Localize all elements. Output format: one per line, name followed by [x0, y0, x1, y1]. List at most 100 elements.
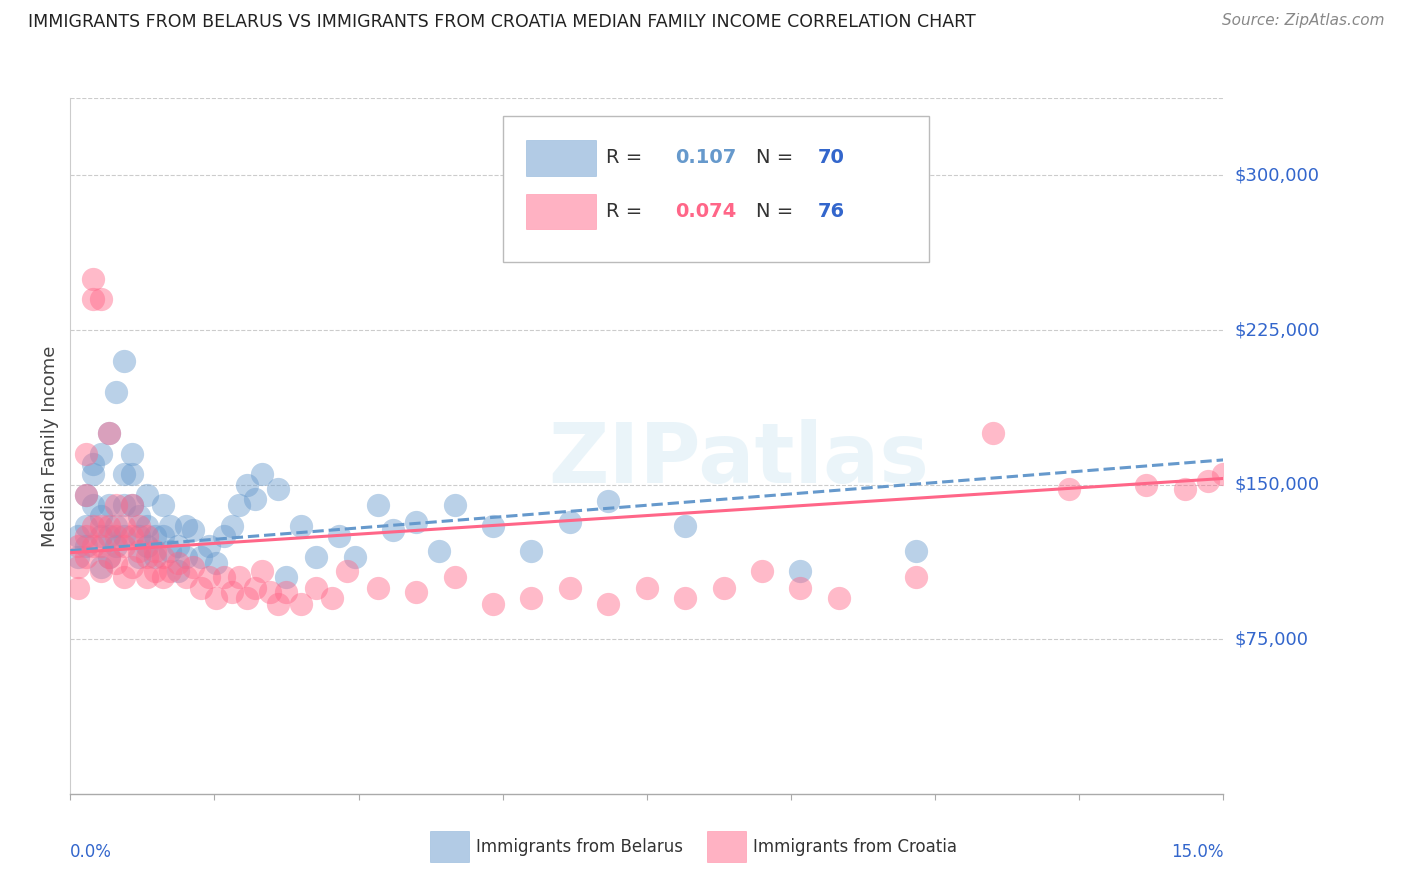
Point	[136, 570, 159, 584]
FancyBboxPatch shape	[707, 831, 747, 862]
Point	[112, 529, 135, 543]
Point	[174, 549, 197, 564]
Point	[75, 488, 97, 502]
Text: Source: ZipAtlas.com: Source: ZipAtlas.com	[1222, 13, 1385, 29]
Point	[159, 519, 181, 533]
Point	[128, 549, 150, 564]
Point	[673, 519, 696, 533]
Text: 0.074: 0.074	[675, 202, 737, 221]
Point	[482, 597, 505, 611]
Point	[105, 540, 128, 554]
Point	[228, 570, 250, 584]
Point	[82, 271, 104, 285]
Point	[152, 570, 174, 584]
Text: $225,000: $225,000	[1234, 321, 1320, 339]
Text: $75,000: $75,000	[1234, 631, 1309, 648]
Point	[75, 549, 97, 564]
Point	[82, 540, 104, 554]
Text: 0.0%: 0.0%	[70, 843, 112, 861]
Point	[90, 560, 112, 574]
Point	[520, 543, 543, 558]
Point	[427, 543, 450, 558]
Point	[243, 492, 266, 507]
Text: R =: R =	[606, 148, 650, 168]
Point	[751, 564, 773, 578]
Text: $150,000: $150,000	[1234, 475, 1319, 493]
Point	[97, 426, 120, 441]
Point	[66, 560, 89, 574]
Point	[105, 384, 128, 399]
Point	[167, 540, 190, 554]
Point	[112, 540, 135, 554]
Point	[190, 549, 212, 564]
Point	[152, 498, 174, 512]
Point	[105, 556, 128, 570]
Point	[236, 477, 259, 491]
Point	[290, 597, 312, 611]
Y-axis label: Median Family Income: Median Family Income	[41, 345, 59, 547]
Point	[636, 581, 658, 595]
Text: 70: 70	[817, 148, 844, 168]
Point	[105, 519, 128, 533]
Point	[1174, 482, 1197, 496]
Point	[243, 581, 266, 595]
Point	[90, 519, 112, 533]
Point	[90, 564, 112, 578]
Text: $300,000: $300,000	[1234, 167, 1319, 185]
FancyBboxPatch shape	[526, 194, 596, 229]
Point	[82, 292, 104, 306]
Point	[236, 591, 259, 605]
Point	[121, 560, 143, 574]
Point	[90, 447, 112, 461]
Point	[75, 540, 97, 554]
Point	[66, 529, 89, 543]
Text: Immigrants from Belarus: Immigrants from Belarus	[477, 838, 683, 856]
Point	[136, 519, 159, 533]
Point	[336, 564, 359, 578]
Point	[105, 498, 128, 512]
Point	[97, 498, 120, 512]
Point	[152, 549, 174, 564]
Point	[328, 529, 350, 543]
Point	[405, 585, 427, 599]
Point	[520, 591, 543, 605]
Point	[112, 498, 135, 512]
Point	[97, 549, 120, 564]
Point	[159, 543, 181, 558]
Point	[174, 570, 197, 584]
Point	[290, 519, 312, 533]
Point	[82, 467, 104, 482]
Point	[75, 519, 97, 533]
Text: R =: R =	[606, 202, 650, 221]
Point	[789, 564, 811, 578]
Point	[82, 519, 104, 533]
Point	[121, 447, 143, 461]
Point	[828, 591, 851, 605]
Text: ZIPatlas: ZIPatlas	[548, 419, 929, 500]
Point	[789, 581, 811, 595]
Point	[981, 426, 1004, 441]
Point	[221, 585, 243, 599]
Point	[97, 426, 120, 441]
Point	[367, 498, 389, 512]
Point	[90, 292, 112, 306]
Point	[82, 498, 104, 512]
Point	[904, 570, 927, 584]
Point	[66, 549, 89, 564]
Point	[66, 540, 89, 554]
Point	[274, 585, 297, 599]
Point	[143, 543, 166, 558]
Point	[128, 519, 150, 533]
Point	[128, 508, 150, 523]
Point	[136, 529, 159, 543]
Point	[90, 508, 112, 523]
Point	[105, 529, 128, 543]
Point	[274, 570, 297, 584]
Point	[1212, 467, 1234, 482]
Point	[66, 581, 89, 595]
Point	[112, 570, 135, 584]
Point	[121, 498, 143, 512]
Point	[205, 556, 228, 570]
Point	[112, 519, 135, 533]
Point	[112, 467, 135, 482]
